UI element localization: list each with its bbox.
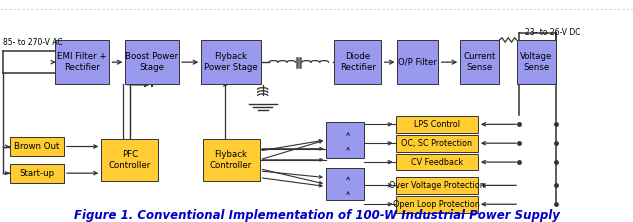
FancyBboxPatch shape — [56, 40, 109, 84]
Text: Flyback
Power Stage: Flyback Power Stage — [204, 52, 258, 72]
FancyBboxPatch shape — [201, 40, 261, 84]
FancyBboxPatch shape — [460, 40, 499, 84]
FancyBboxPatch shape — [517, 40, 556, 84]
Text: Open Loop Protection: Open Loop Protection — [393, 200, 480, 209]
FancyBboxPatch shape — [398, 40, 439, 84]
FancyBboxPatch shape — [396, 154, 478, 170]
Text: LPS Control: LPS Control — [414, 120, 460, 129]
Text: EMI Filter +
Rectifier: EMI Filter + Rectifier — [58, 52, 107, 72]
FancyBboxPatch shape — [396, 135, 478, 151]
Text: O/P Filter: O/P Filter — [398, 58, 437, 67]
Text: Flyback
Controller: Flyback Controller — [210, 150, 252, 170]
Text: Over Voltage Protection: Over Voltage Protection — [389, 181, 485, 190]
FancyBboxPatch shape — [10, 137, 63, 156]
Text: 23- to 26-V DC: 23- to 26-V DC — [525, 28, 581, 37]
FancyBboxPatch shape — [203, 139, 260, 181]
FancyBboxPatch shape — [396, 177, 478, 194]
FancyBboxPatch shape — [334, 40, 381, 84]
Text: Voltage
Sense: Voltage Sense — [520, 52, 553, 72]
Text: CV Feedback: CV Feedback — [411, 158, 463, 166]
Text: Boost Power
Stage: Boost Power Stage — [125, 52, 179, 72]
Text: Current
Sense: Current Sense — [463, 52, 496, 72]
Text: PFC
Controller: PFC Controller — [109, 150, 151, 170]
Text: 85- to 270-V AC: 85- to 270-V AC — [3, 38, 63, 47]
FancyBboxPatch shape — [125, 40, 179, 84]
FancyBboxPatch shape — [10, 164, 63, 182]
Text: Brown Out: Brown Out — [14, 142, 60, 151]
FancyBboxPatch shape — [396, 116, 478, 133]
Text: OC, SC Protection: OC, SC Protection — [401, 139, 472, 148]
FancyBboxPatch shape — [326, 168, 364, 200]
FancyBboxPatch shape — [326, 122, 364, 158]
FancyBboxPatch shape — [101, 139, 158, 181]
Text: Figure 1. Conventional Implementation of 100-W Industrial Power Supply: Figure 1. Conventional Implementation of… — [73, 209, 560, 222]
FancyBboxPatch shape — [396, 196, 478, 213]
Text: Diode
Rectifier: Diode Rectifier — [340, 52, 375, 72]
Text: Start-up: Start-up — [19, 169, 54, 178]
